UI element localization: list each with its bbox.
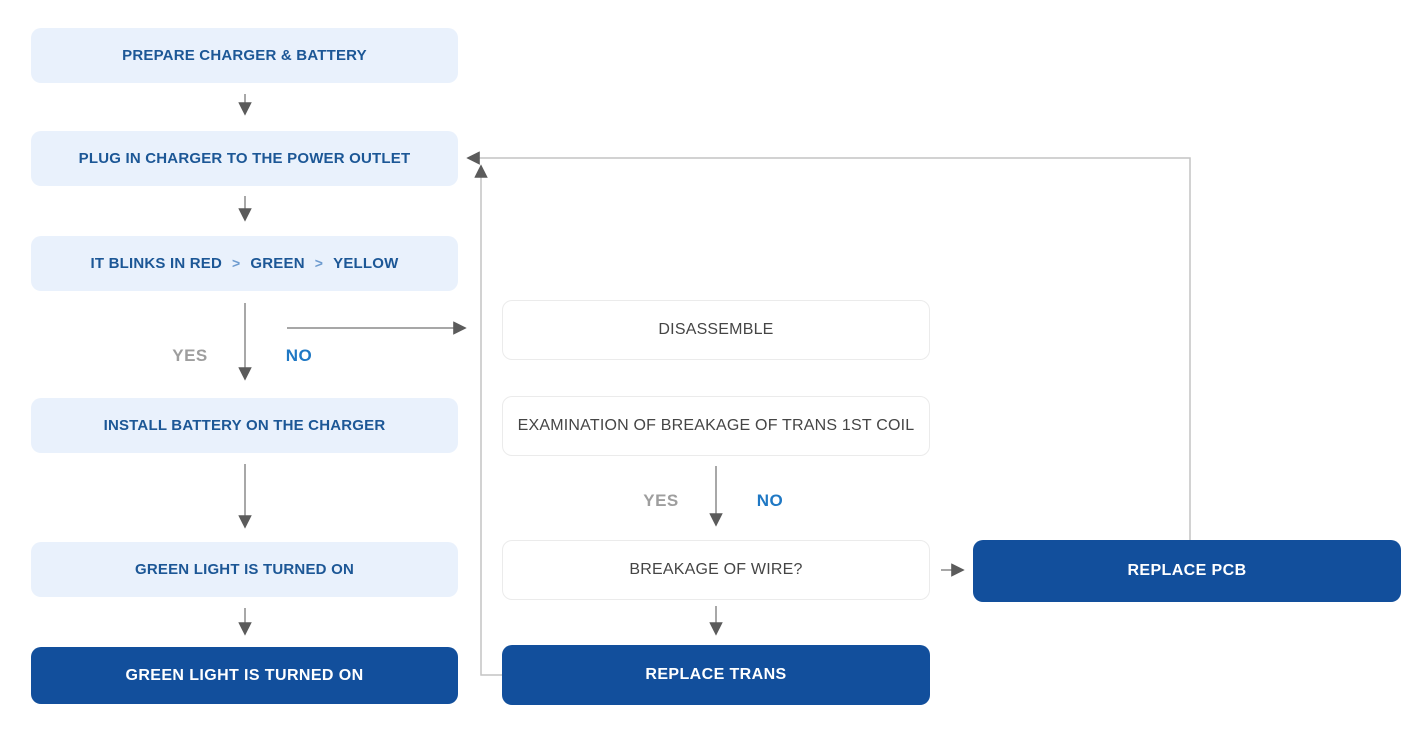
decision-blinks-yes-label: YES xyxy=(172,346,208,365)
node-label: GREEN LIGHT IS TURNED ON xyxy=(125,666,364,684)
node-it-blinks: IT BLINKS IN RED > GREEN > YELLOW xyxy=(31,236,458,291)
blink-color-green: GREEN xyxy=(250,255,305,272)
node-label: REPLACE PCB xyxy=(1127,562,1247,579)
node-label: PLUG IN CHARGER TO THE POWER OUTLET xyxy=(78,150,411,167)
node-label: DISASSEMBLE xyxy=(658,321,774,338)
decision-examination-yes-label: YES xyxy=(643,491,679,510)
chevron-separator: > xyxy=(232,255,241,271)
chevron-separator: > xyxy=(314,255,324,271)
decision-blinks-no-label: NO xyxy=(285,346,313,365)
node-label: BREAKAGE OF WIRE? xyxy=(629,561,803,578)
blink-color-red: IT BLINKS IN RED xyxy=(90,255,223,272)
node-green-light-on-final: GREEN LIGHT IS TURNED ON xyxy=(31,647,458,704)
node-label: PREPARE CHARGER & BATTERY xyxy=(122,47,367,64)
feedback-replace-trans-to-rail xyxy=(474,164,502,676)
blink-color-yellow: YELLOW xyxy=(333,255,399,272)
node-replace-pcb: REPLACE PCB xyxy=(973,540,1401,602)
node-green-light-on: GREEN LIGHT IS TURNED ON xyxy=(31,542,458,597)
node-label: EXAMINATION OF BREAKAGE OF TRANS 1ST COI… xyxy=(517,417,915,434)
node-label: INSTALL BATTERY ON THE CHARGER xyxy=(103,417,386,434)
node-replace-trans: REPLACE TRANS xyxy=(502,645,930,705)
node-plug-in-charger: PLUG IN CHARGER TO THE POWER OUTLET xyxy=(31,131,458,186)
node-prepare-charger-battery: PREPARE CHARGER & BATTERY xyxy=(31,28,458,83)
node-breakage-of-wire: BREAKAGE OF WIRE? xyxy=(502,540,930,600)
node-install-battery: INSTALL BATTERY ON THE CHARGER xyxy=(31,398,458,453)
node-examination-trans-coil: EXAMINATION OF BREAKAGE OF TRANS 1ST COI… xyxy=(502,396,930,456)
node-label: GREEN LIGHT IS TURNED ON xyxy=(135,561,354,578)
decision-examination-no-label: NO xyxy=(756,491,784,510)
node-label: REPLACE TRANS xyxy=(645,666,787,683)
node-label: IT BLINKS IN RED > GREEN > YELLOW xyxy=(90,255,398,272)
node-disassemble: DISASSEMBLE xyxy=(502,300,930,360)
